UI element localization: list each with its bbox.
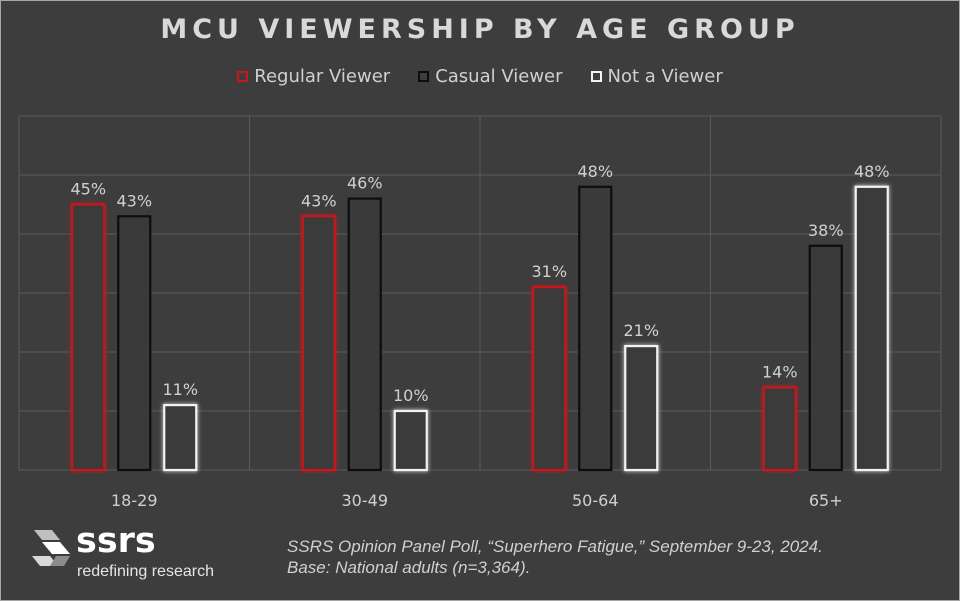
bar-regular-50-64	[532, 286, 567, 472]
bar-regular-18-29	[71, 203, 106, 472]
category-labels: 18-29 30-49 50-64 65+	[111, 491, 843, 510]
bars	[71, 185, 889, 472]
data-label-regular-18-29: 45%	[70, 180, 106, 199]
bar-not-viewer-65+	[854, 185, 889, 472]
legend-swatch-casual	[418, 71, 430, 82]
bar-casual-30-49	[347, 197, 382, 472]
bar-casual-18-29	[117, 215, 152, 472]
legend-swatch-regular	[237, 71, 249, 82]
data-label-casual-50-64: 48%	[577, 162, 613, 181]
data-label-not-viewer-30-49: 10%	[393, 386, 429, 405]
source-line-2: Base: National adults (n=3,364).	[287, 558, 531, 577]
legend-item-casual: Casual Viewer	[418, 66, 563, 87]
legend-swatch-not-viewer	[590, 71, 602, 82]
bar-not-viewer-18-29	[163, 404, 198, 472]
logo-tagline: redefining research	[77, 563, 214, 580]
data-label-not-viewer-50-64: 21%	[623, 321, 659, 340]
category-label-30-49: 30-49	[342, 491, 389, 510]
data-labels: 45% 43% 11% 43% 46% 10% 31% 48% 21% 14% 38% 48%	[70, 162, 889, 405]
bar-not-viewer-30-49	[393, 409, 428, 472]
legend: Regular Viewer Casual Viewer Not a Viewe…	[0, 66, 960, 87]
category-label-18-29: 18-29	[111, 491, 158, 510]
data-label-not-viewer-65+: 48%	[854, 162, 890, 181]
ssrs-logo: ssrs redefining research	[30, 521, 230, 584]
bar-not-viewer-50-64	[624, 345, 659, 472]
data-label-regular-30-49: 43%	[301, 191, 337, 210]
grid-lines	[18, 115, 942, 471]
chart-title: MCU VIEWERSHIP BY AGE GROUP	[160, 14, 800, 45]
bar-regular-30-49	[301, 215, 336, 472]
data-label-casual-30-49: 46%	[347, 174, 383, 193]
data-label-casual-65+: 38%	[808, 221, 844, 240]
data-label-regular-50-64: 31%	[531, 262, 567, 281]
ssrs-logo-mark	[32, 530, 70, 566]
source-note: SSRS Opinion Panel Poll, “Superhero Fati…	[287, 536, 823, 578]
data-label-not-viewer-18-29: 11%	[162, 380, 198, 399]
data-label-casual-18-29: 43%	[116, 191, 152, 210]
legend-item-regular: Regular Viewer	[237, 66, 390, 87]
bar-regular-65+	[762, 386, 797, 472]
legend-label-regular: Regular Viewer	[254, 66, 391, 87]
legend-label-not-viewer: Not a Viewer	[607, 66, 723, 87]
legend-item-not-viewer: Not a Viewer	[590, 66, 723, 87]
source-line-1: SSRS Opinion Panel Poll, “Superhero Fati…	[287, 537, 823, 556]
bar-casual-50-64	[578, 185, 613, 472]
legend-label-casual: Casual Viewer	[435, 66, 563, 87]
bar-casual-65+	[808, 244, 843, 472]
category-label-65+: 65+	[809, 491, 843, 510]
data-label-regular-65+: 14%	[762, 362, 798, 381]
logo-wordmark: ssrs	[76, 521, 156, 561]
category-label-50-64: 50-64	[572, 491, 619, 510]
